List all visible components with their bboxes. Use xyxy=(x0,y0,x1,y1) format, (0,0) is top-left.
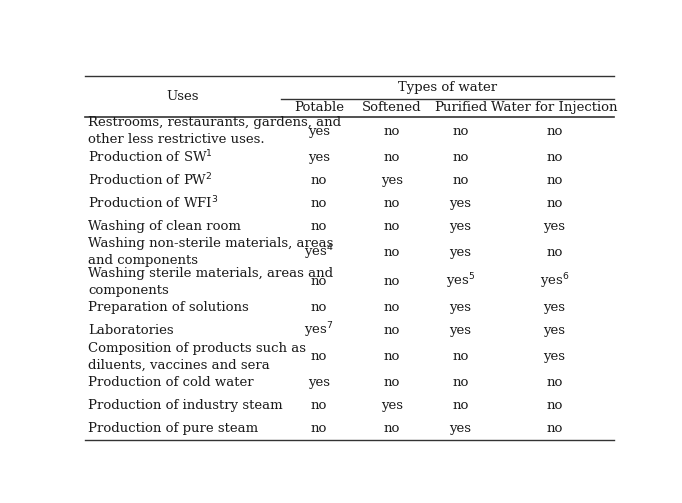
Text: yes$^6$: yes$^6$ xyxy=(539,272,569,291)
Text: yes: yes xyxy=(449,245,471,259)
Text: Production of cold water: Production of cold water xyxy=(88,376,254,389)
Text: no: no xyxy=(546,422,563,435)
Text: no: no xyxy=(546,245,563,259)
Text: no: no xyxy=(452,151,469,164)
Text: yes: yes xyxy=(449,324,471,337)
Text: no: no xyxy=(452,174,469,187)
Text: no: no xyxy=(383,301,400,314)
Text: Composition of products such as
diluents, vaccines and sera: Composition of products such as diluents… xyxy=(88,342,306,372)
Text: Production of PW$^2$: Production of PW$^2$ xyxy=(88,172,213,189)
Text: Washing sterile materials, areas and
components: Washing sterile materials, areas and com… xyxy=(88,267,333,297)
Text: yes: yes xyxy=(544,301,565,314)
Text: no: no xyxy=(383,151,400,164)
Text: no: no xyxy=(452,376,469,389)
Text: Purified: Purified xyxy=(434,101,487,114)
Text: Water for Injection: Water for Injection xyxy=(491,101,618,114)
Text: yes: yes xyxy=(544,350,565,363)
Text: Potable: Potable xyxy=(294,101,344,114)
Text: Washing non-sterile materials, areas
and components: Washing non-sterile materials, areas and… xyxy=(88,237,333,267)
Text: Restrooms, restaurants, gardens, and
other less restrictive uses.: Restrooms, restaurants, gardens, and oth… xyxy=(88,116,341,146)
Text: no: no xyxy=(546,376,563,389)
Text: no: no xyxy=(546,151,563,164)
Text: yes$^4$: yes$^4$ xyxy=(304,242,334,262)
Text: no: no xyxy=(311,399,327,412)
Text: yes: yes xyxy=(449,219,471,232)
Text: no: no xyxy=(383,324,400,337)
Text: no: no xyxy=(383,350,400,363)
Text: no: no xyxy=(452,399,469,412)
Text: yes$^7$: yes$^7$ xyxy=(304,321,334,341)
Text: yes$^5$: yes$^5$ xyxy=(446,272,475,291)
Text: no: no xyxy=(383,275,400,288)
Text: yes: yes xyxy=(308,125,330,138)
Text: no: no xyxy=(546,399,563,412)
Text: Washing of clean room: Washing of clean room xyxy=(88,219,241,232)
Text: yes: yes xyxy=(308,151,330,164)
Text: no: no xyxy=(546,197,563,210)
Text: Laboratories: Laboratories xyxy=(88,324,173,337)
Text: no: no xyxy=(452,350,469,363)
Text: yes: yes xyxy=(544,324,565,337)
Text: no: no xyxy=(311,197,327,210)
Text: no: no xyxy=(383,422,400,435)
Text: yes: yes xyxy=(381,174,403,187)
Text: no: no xyxy=(311,174,327,187)
Text: Production of pure steam: Production of pure steam xyxy=(88,422,258,435)
Text: Production of SW$^1$: Production of SW$^1$ xyxy=(88,149,213,166)
Text: no: no xyxy=(311,275,327,288)
Text: no: no xyxy=(383,245,400,259)
Text: yes: yes xyxy=(449,422,471,435)
Text: no: no xyxy=(311,422,327,435)
Text: yes: yes xyxy=(449,301,471,314)
Text: no: no xyxy=(311,350,327,363)
Text: no: no xyxy=(311,301,327,314)
Text: no: no xyxy=(383,125,400,138)
Text: Preparation of solutions: Preparation of solutions xyxy=(88,301,249,314)
Text: Production of WFI$^3$: Production of WFI$^3$ xyxy=(88,195,218,211)
Text: no: no xyxy=(383,197,400,210)
Text: Production of industry steam: Production of industry steam xyxy=(88,399,282,412)
Text: no: no xyxy=(546,125,563,138)
Text: Types of water: Types of water xyxy=(398,81,497,94)
Text: yes: yes xyxy=(449,197,471,210)
Text: no: no xyxy=(383,219,400,232)
Text: Softened: Softened xyxy=(362,101,421,114)
Text: yes: yes xyxy=(308,376,330,389)
Text: no: no xyxy=(452,125,469,138)
Text: yes: yes xyxy=(381,399,403,412)
Text: yes: yes xyxy=(544,219,565,232)
Text: Uses: Uses xyxy=(167,90,199,103)
Text: no: no xyxy=(383,376,400,389)
Text: no: no xyxy=(311,219,327,232)
Text: no: no xyxy=(546,174,563,187)
